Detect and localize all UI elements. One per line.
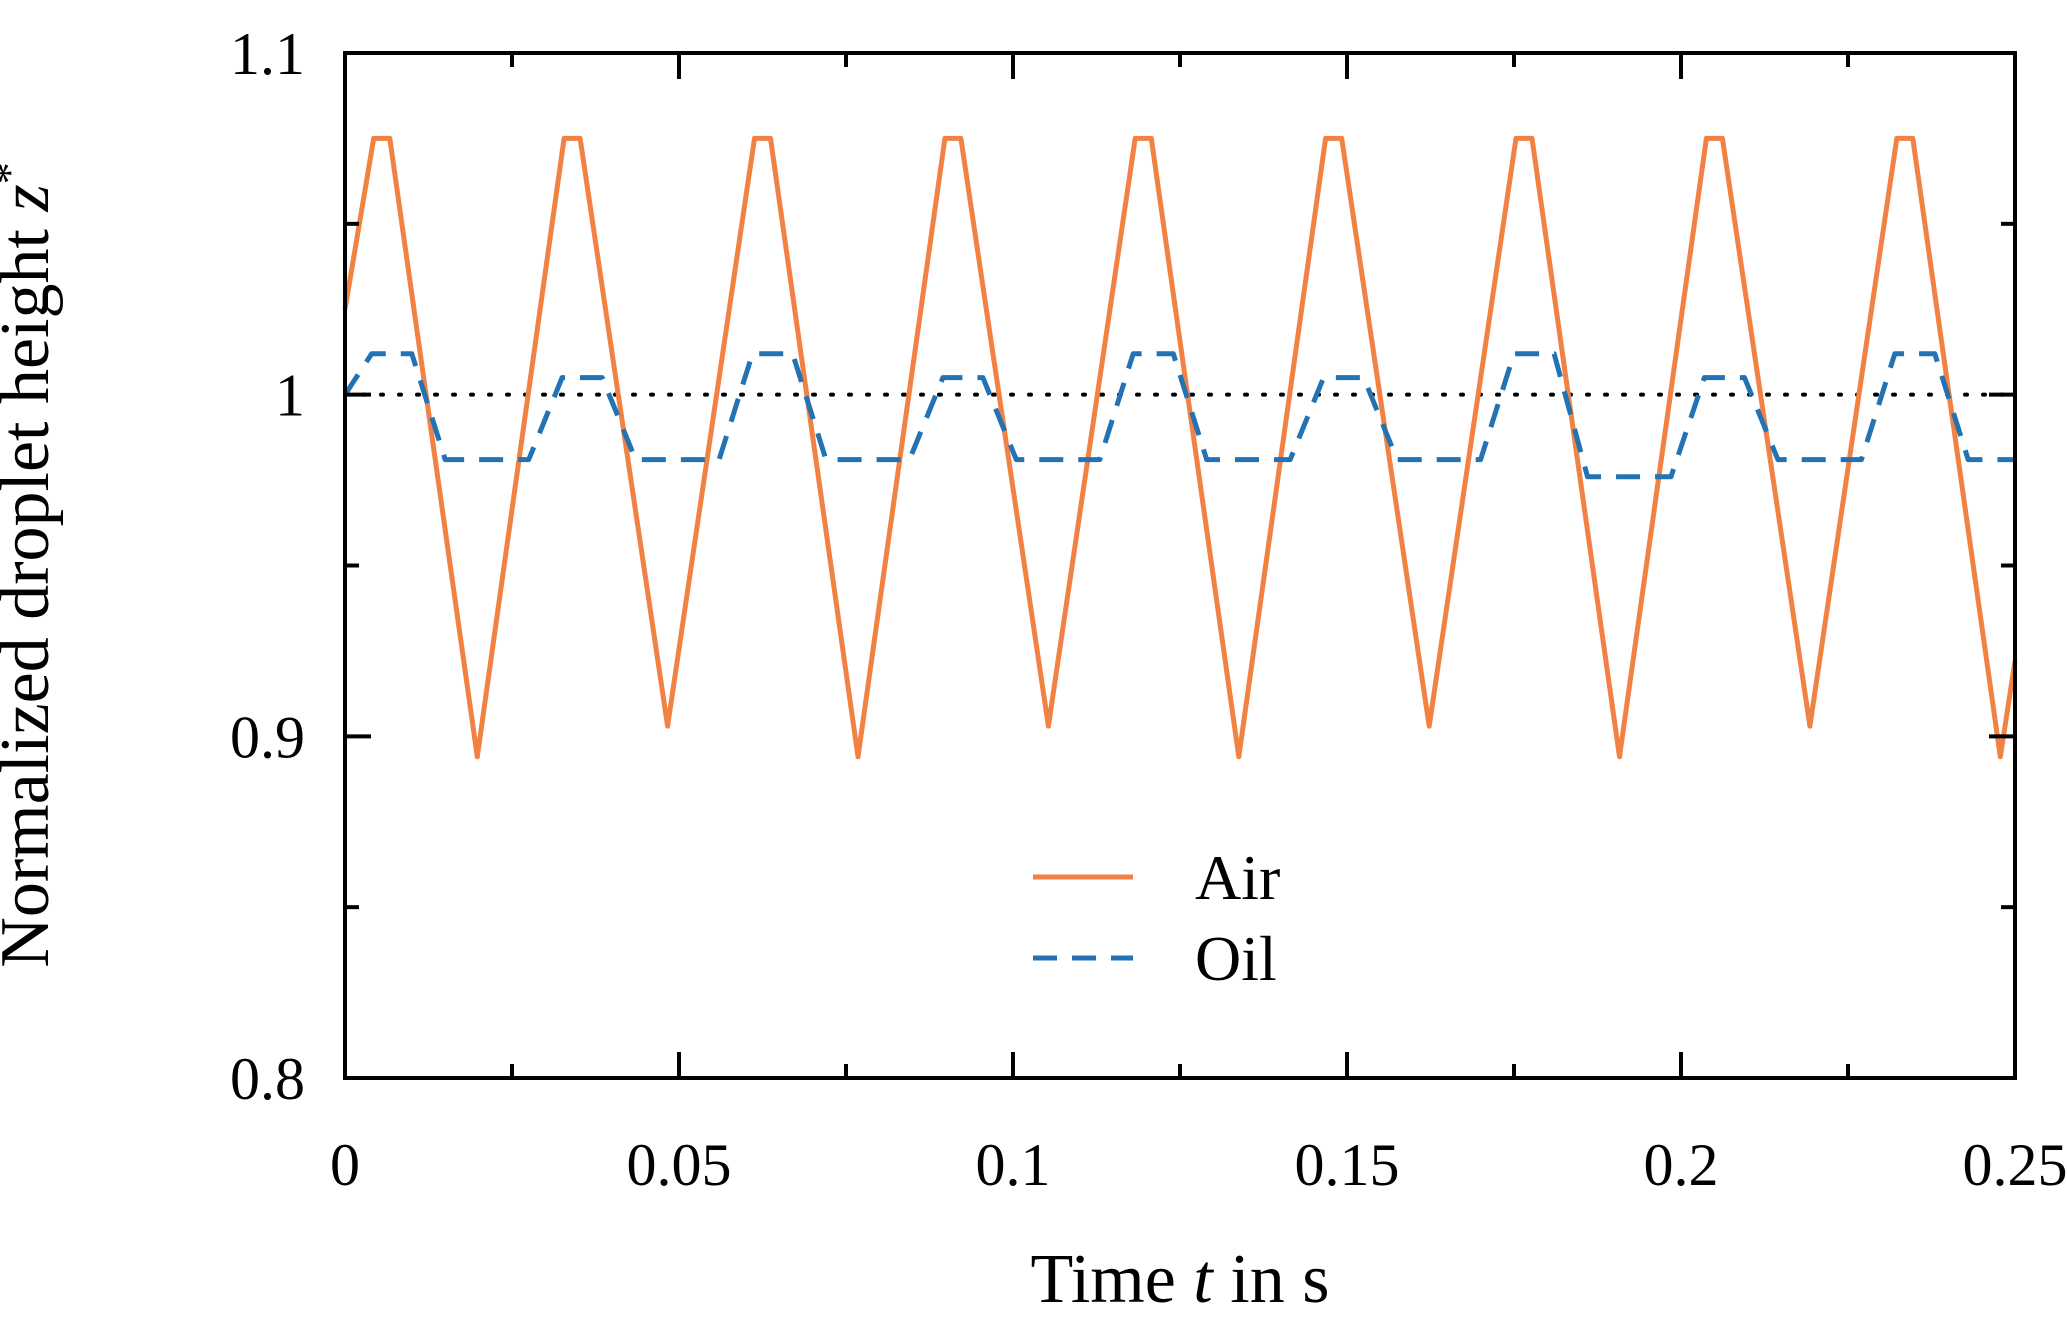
y-tick-label: 1.1 — [230, 21, 305, 87]
x-tick-label: 0.25 — [1963, 1132, 2067, 1198]
x-tick-label: 0.1 — [976, 1132, 1051, 1198]
x-tick-label: 0 — [330, 1132, 360, 1198]
y-axis-label-superscript: * — [0, 162, 34, 184]
y-axis-label-math: z — [0, 184, 64, 212]
y-axis-label-prefix: Normalized droplet height — [0, 212, 64, 968]
y-tick-label: 1 — [275, 363, 305, 429]
x-axis-label-math: t — [1193, 1241, 1214, 1318]
x-tick-label: 0.05 — [627, 1132, 732, 1198]
x-axis-label-suffix: in s — [1213, 1241, 1330, 1318]
y-axis-label: Normalized droplet height z* — [0, 162, 64, 967]
plot-area: 0 0.05 0.1 0.15 0.2 0.25 0.8 0.9 1 1.1 Air Oil — [230, 21, 2067, 1198]
x-axis-label: Time t in s — [1031, 1241, 1330, 1318]
y-tick-label: 0.9 — [230, 704, 305, 770]
legend-air-label: Air — [1195, 842, 1280, 913]
x-tick-label: 0.15 — [1295, 1132, 1400, 1198]
x-axis-label-prefix: Time — [1031, 1241, 1194, 1318]
y-tick-label: 0.8 — [230, 1046, 305, 1112]
plot-border — [343, 51, 2017, 1080]
legend-oil-label: Oil — [1195, 923, 1277, 994]
air-series-line — [342, 135, 2018, 760]
oil-series-line — [342, 351, 2015, 480]
x-tick-label: 0.2 — [1644, 1132, 1719, 1198]
